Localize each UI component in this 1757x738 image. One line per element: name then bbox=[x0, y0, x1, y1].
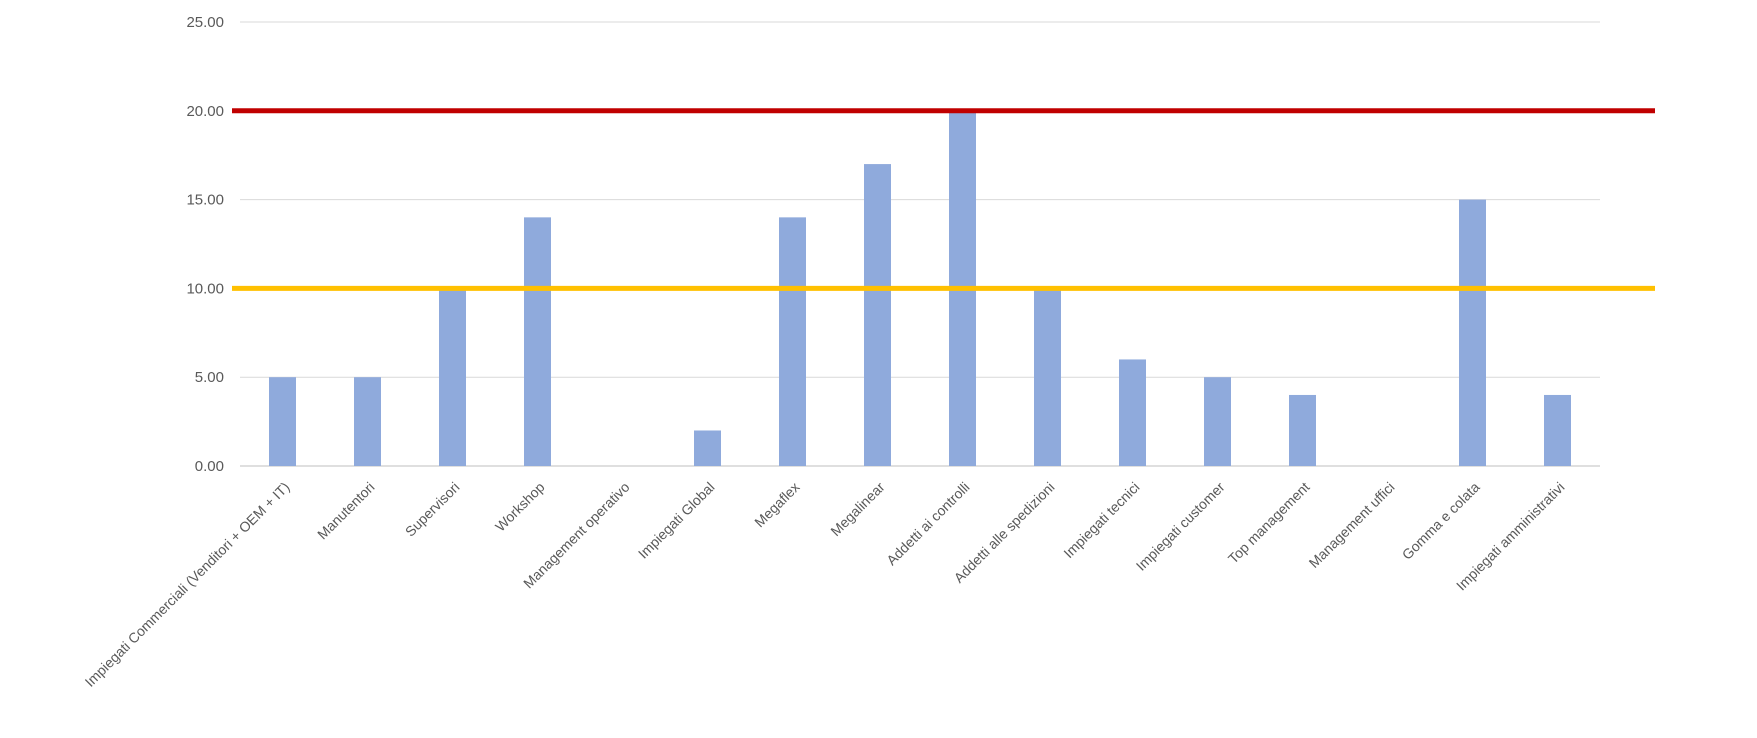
bar bbox=[524, 217, 551, 466]
bar bbox=[779, 217, 806, 466]
bar bbox=[1459, 199, 1486, 466]
bar bbox=[1544, 394, 1571, 466]
y-tick-label: 20.00 bbox=[186, 103, 224, 120]
y-tick-label: 0.00 bbox=[195, 458, 224, 475]
bar bbox=[1034, 288, 1061, 466]
reference-lines bbox=[232, 108, 1655, 291]
x-tick-label: Management uffici bbox=[1306, 479, 1398, 571]
y-tick-label: 5.00 bbox=[195, 369, 224, 386]
bar bbox=[354, 377, 381, 466]
bar bbox=[1289, 394, 1316, 466]
x-tick-label: Addetti ai controlli bbox=[883, 479, 972, 568]
x-axis-category-labels: Impiegati Commerciali (Venditori + OEM +… bbox=[82, 479, 1568, 690]
bar bbox=[1204, 377, 1231, 466]
x-tick-label: Megalinear bbox=[827, 479, 888, 540]
x-tick-label: Impiegati Commerciali (Venditori + OEM +… bbox=[82, 479, 293, 690]
x-tick-label: Impiegati tecnici bbox=[1060, 479, 1142, 561]
y-axis-tick-labels: 0.00 5.00 10.00 15.00 20.00 25.00 bbox=[186, 14, 224, 475]
x-tick-label: Supervisori bbox=[402, 479, 463, 540]
x-tick-label: Impiegati Global bbox=[635, 479, 718, 562]
y-tick-label: 25.00 bbox=[186, 14, 224, 31]
bar bbox=[269, 377, 296, 466]
x-tick-label: Workshop bbox=[492, 479, 548, 535]
x-tick-label: Impiegati customer bbox=[1133, 479, 1228, 574]
x-tick-label: Gomma e colata bbox=[1399, 479, 1483, 563]
y-tick-label: 15.00 bbox=[186, 192, 224, 209]
bar bbox=[694, 430, 721, 466]
bars bbox=[269, 110, 1571, 467]
x-tick-label: Manutentori bbox=[314, 479, 378, 543]
bar bbox=[439, 288, 466, 466]
x-tick-label: Megaflex bbox=[751, 479, 802, 530]
x-tick-label: Top management bbox=[1225, 479, 1313, 567]
y-tick-label: 10.00 bbox=[186, 280, 224, 297]
bar bbox=[864, 164, 891, 466]
bar bbox=[1119, 359, 1146, 466]
